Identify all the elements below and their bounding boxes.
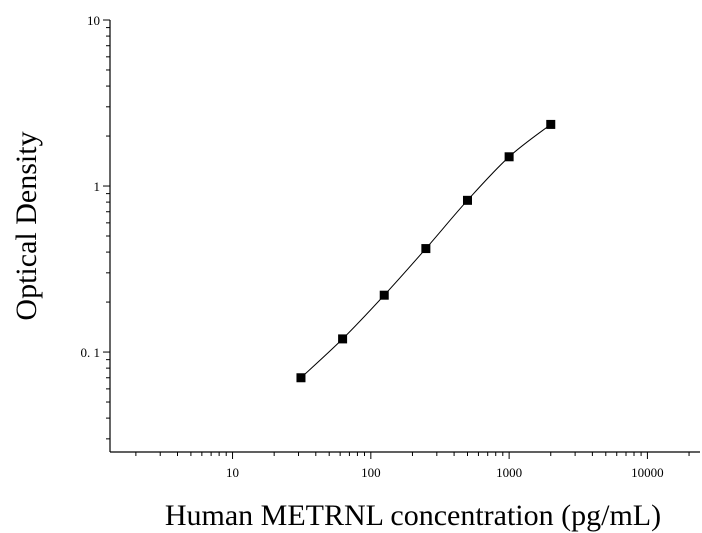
data-point: [296, 373, 306, 383]
x-tick-label: 10: [226, 465, 239, 480]
x-tick-label: 1000: [496, 465, 522, 480]
data-point: [379, 290, 389, 300]
y-tick-label: 10: [87, 13, 100, 28]
tick-marks: [103, 19, 690, 459]
tick-labels: 10 100 1000 10000 0. 1 1 10: [81, 13, 664, 480]
data-point: [338, 334, 348, 344]
x-tick-label: 10000: [631, 465, 664, 480]
axes: [109, 20, 700, 453]
data-points: [296, 119, 556, 383]
data-point: [421, 244, 431, 254]
x-tick-label: 100: [361, 465, 381, 480]
x-axis-title: Human METRNL concentration (pg/mL): [165, 499, 661, 532]
y-tick-label: 1: [94, 179, 101, 194]
y-axis-title: Optical Density: [10, 131, 43, 320]
data-point: [504, 152, 514, 162]
y-tick-label: 0. 1: [81, 345, 101, 360]
data-point: [462, 195, 472, 205]
data-point: [546, 119, 556, 129]
